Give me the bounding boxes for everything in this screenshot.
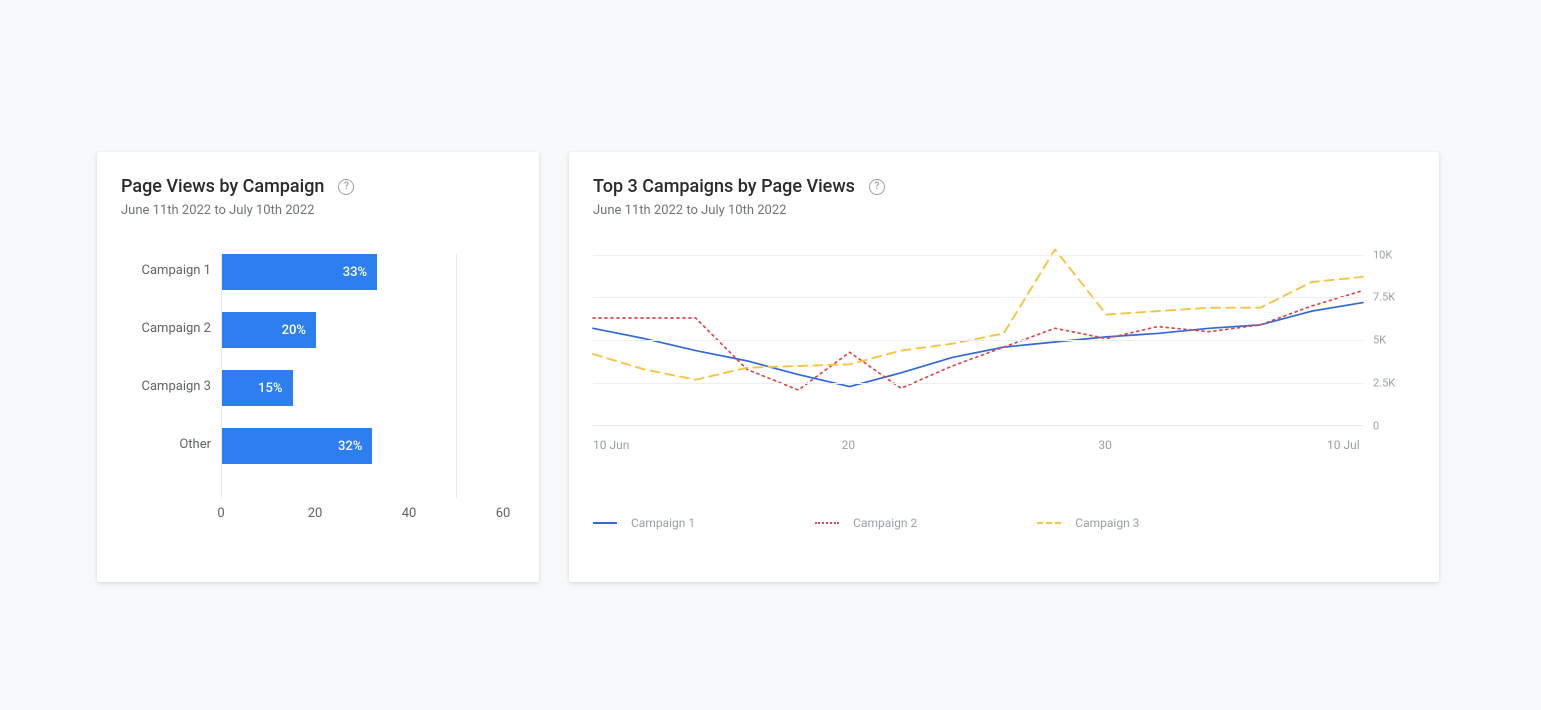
bar-rect: 33% bbox=[222, 254, 377, 290]
help-icon[interactable]: ? bbox=[338, 179, 354, 195]
legend-item[interactable]: Campaign 3 bbox=[1037, 516, 1139, 530]
page-views-by-campaign-card: Page Views by Campaign ? June 11th 2022 … bbox=[97, 152, 539, 582]
line-xaxis-tick: 20 bbox=[842, 438, 856, 452]
line-series bbox=[593, 249, 1363, 379]
card-header: Top 3 Campaigns by Page Views ? bbox=[593, 176, 1415, 197]
line-yaxis-tick: 7.5K bbox=[1373, 291, 1395, 304]
legend-label: Campaign 1 bbox=[631, 516, 695, 530]
line-xaxis-tick: 30 bbox=[1098, 438, 1112, 452]
card-title: Page Views by Campaign bbox=[121, 176, 324, 197]
legend-swatch bbox=[593, 522, 617, 524]
bar-xaxis-tick: 40 bbox=[402, 506, 417, 521]
card-title: Top 3 Campaigns by Page Views bbox=[593, 176, 855, 197]
bar-rect: 32% bbox=[222, 428, 372, 464]
line-chart-svg bbox=[593, 246, 1363, 426]
card-header: Page Views by Campaign ? bbox=[121, 176, 515, 197]
legend-swatch bbox=[1037, 522, 1061, 524]
bar-category-label: Campaign 3 bbox=[121, 379, 211, 394]
line-yaxis-tick: 5K bbox=[1373, 334, 1386, 347]
bar-chart-plot: 33% 20% 15% 32% Campaign 1 Campaign 2 Campaign… bbox=[121, 254, 515, 554]
legend-label: Campaign 3 bbox=[1075, 516, 1139, 530]
line-yaxis-tick: 10K bbox=[1373, 248, 1392, 261]
bar-xaxis-tick: 60 bbox=[496, 506, 511, 521]
bar-rect: 20% bbox=[222, 312, 316, 348]
bar-xaxis-tick: 20 bbox=[308, 506, 323, 521]
line-yaxis-tick: 2.5K bbox=[1373, 377, 1395, 390]
bar-category-label: Campaign 1 bbox=[121, 263, 211, 278]
top-campaigns-line-card: Top 3 Campaigns by Page Views ? June 11t… bbox=[569, 152, 1439, 582]
legend-label: Campaign 2 bbox=[853, 516, 917, 530]
help-icon[interactable]: ? bbox=[869, 179, 885, 195]
bar-rect: 15% bbox=[222, 370, 293, 406]
legend-item[interactable]: Campaign 2 bbox=[815, 516, 917, 530]
line-xaxis-tick: 10 Jul bbox=[1327, 438, 1360, 452]
legend-swatch bbox=[815, 522, 839, 524]
line-chart-plot bbox=[593, 246, 1363, 426]
card-subtitle: June 11th 2022 to July 10th 2022 bbox=[121, 203, 515, 218]
line-yaxis-tick: 0 bbox=[1373, 420, 1379, 433]
bar-category-label: Other bbox=[121, 437, 211, 452]
card-subtitle: June 11th 2022 to July 10th 2022 bbox=[593, 203, 1415, 218]
bar-xaxis-tick: 0 bbox=[217, 506, 224, 521]
line-xaxis-tick: 10 Jun bbox=[593, 438, 629, 452]
line-series bbox=[593, 303, 1363, 387]
bar-category-label: Campaign 2 bbox=[121, 321, 211, 336]
line-chart-legend: Campaign 1 Campaign 2 Campaign 3 bbox=[593, 516, 1415, 530]
legend-item[interactable]: Campaign 1 bbox=[593, 516, 695, 530]
line-chart-area: 0 2.5K 5K 7.5K 10K 10 Jun 20 30 10 Jul bbox=[593, 246, 1415, 486]
